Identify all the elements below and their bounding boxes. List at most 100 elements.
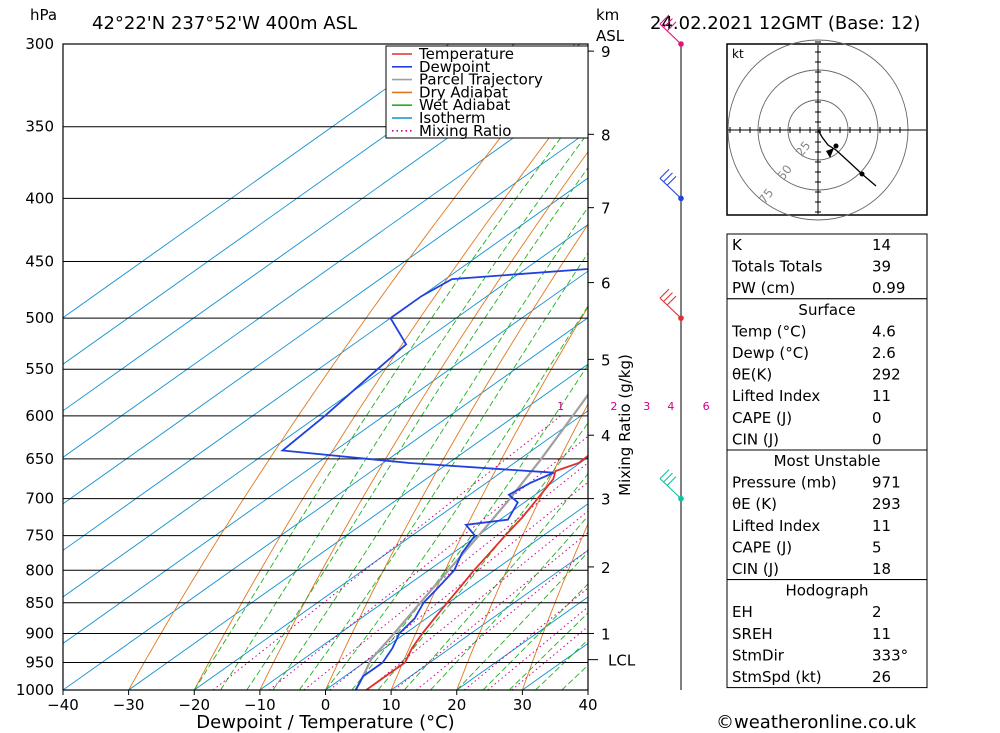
- x-tick-label: 0: [321, 696, 331, 714]
- surface-indices-row-value: 11: [872, 387, 891, 405]
- dry-adiabat-line: [193, 86, 588, 690]
- profile-lines: [280, 268, 588, 690]
- dry-adiabat-line: [521, 522, 588, 690]
- wind-barb-feather: [659, 288, 670, 299]
- wind-barb-feather: [666, 476, 677, 487]
- most-unstable-indices-title: Most Unstable: [774, 452, 881, 470]
- general-indices-row-value: 0.99: [872, 279, 905, 297]
- isotherm-line: [63, 44, 581, 412]
- location-title: 42°22'N 237°52'W 400m ASL: [92, 13, 357, 34]
- mixing-ratio-line: [366, 510, 588, 690]
- surface-indices-row-label: Lifted Index: [732, 387, 820, 405]
- surface-indices-row-value: 292: [872, 366, 901, 384]
- km-tick-label: 5: [601, 351, 611, 369]
- dewpoint-line: [280, 268, 588, 690]
- legend-label: Temperature: [418, 45, 514, 63]
- hodograph-indices-row-label: SREH: [732, 625, 773, 643]
- surface-indices-row-label: Dewp (°C): [732, 344, 809, 362]
- hodograph-indices-row-value: 26: [872, 668, 891, 686]
- x-tick-label: 30: [513, 696, 532, 714]
- indices-table: K 14 Totals Totals 39 PW (cm) 0.99 Surface Temp…: [726, 233, 928, 689]
- x-tick-label: −10: [244, 696, 276, 714]
- km-tick-label: 2: [601, 559, 611, 577]
- km-tick-label: 1: [601, 625, 611, 643]
- wind-barb-feather: [663, 472, 673, 483]
- isotherm-line: [325, 503, 588, 690]
- temperature-line: [365, 454, 588, 690]
- pressure-tick-label: 350: [25, 118, 54, 136]
- wet-adiabat-line: [220, 132, 588, 690]
- most-unstable-indices-row-value: 971: [872, 474, 901, 492]
- surface-indices-row-label: Temp (°C): [731, 322, 806, 340]
- pressure-tick-label: 1000: [16, 681, 54, 699]
- wind-barb-feather: [659, 469, 670, 480]
- pressure-tick-label: 900: [25, 624, 54, 642]
- km-unit-label: km: [596, 6, 619, 24]
- hodograph-indices-row-value: 11: [872, 625, 891, 643]
- hodograph-point: [833, 143, 839, 149]
- wind-barb-feather: [663, 292, 673, 302]
- dry-adiabat-line: [916, 0, 1000, 690]
- legend-box: [385, 45, 589, 139]
- hodograph-indices-title: Hodograph: [785, 582, 868, 600]
- general-indices-row-label: PW (cm): [732, 279, 795, 297]
- wind-barb-icon: [659, 469, 682, 500]
- wet-adiabat-line: [272, 206, 588, 690]
- pressure-tick-label: 300: [25, 35, 54, 53]
- temperature-axis: −40 −30 −20 −10 0 10 20 30 40 Dewpoint / Temperat…: [47, 690, 598, 733]
- hodograph-indices-row-label: StmDir: [732, 646, 785, 664]
- general-indices-box: [726, 233, 928, 300]
- isotherm-line: [390, 549, 588, 690]
- general-indices-row-label: K: [732, 236, 743, 254]
- mixing-ratio-label: 4: [667, 400, 674, 413]
- km-tick-label: 9: [601, 43, 611, 61]
- wet-adiabat-line: [325, 305, 588, 690]
- general-indices-row-value: 39: [872, 258, 891, 276]
- hodograph-indices-row-value: 333°: [872, 646, 908, 664]
- pressure-tick-label: 700: [25, 490, 54, 508]
- most-unstable-indices-row-label: θE (K): [732, 495, 777, 513]
- most-unstable-indices-row-value: 5: [872, 538, 882, 556]
- dry-adiabat-line: [259, 151, 588, 690]
- wet-adiabat-line: [508, 612, 588, 690]
- surface-indices-row-value: 2.6: [872, 344, 896, 362]
- hodograph-indices-row-value: 2: [872, 603, 882, 621]
- hodograph-indices-row-label: EH: [732, 603, 753, 621]
- surface-indices-row-value: 0: [872, 409, 882, 427]
- storm-motion-arrow-icon: [826, 148, 834, 158]
- most-unstable-indices-row-value: 18: [872, 560, 891, 578]
- mixing-ratio-label: 1: [557, 400, 564, 413]
- km-tick-label: 7: [601, 200, 611, 218]
- surface-indices-title: Surface: [798, 301, 855, 319]
- pressure-tick-label: 450: [25, 253, 54, 271]
- wet-adiabat-line: [430, 515, 588, 690]
- dry-adiabat-line: [128, 44, 576, 690]
- wind-barb-feather: [666, 175, 677, 186]
- dry-adiabat-line: [325, 223, 588, 690]
- wind-barb-feather: [659, 14, 670, 25]
- wet-adiabat-line: [298, 252, 588, 690]
- height-km-axis: 9 8 7 6 5 4 3 2 1 LCL: [588, 43, 636, 670]
- pressure-tick-label: 950: [25, 653, 54, 671]
- pressure-tick-label: 800: [25, 561, 54, 579]
- pressure-tick-label: 850: [25, 594, 54, 612]
- wind-barb-icon: [659, 288, 682, 319]
- mixing-ratio-axis-label: Mixing Ratio (g/kg): [616, 354, 634, 496]
- dry-adiabat-line: [982, 0, 1000, 690]
- legend-label: Mixing Ratio: [419, 122, 511, 140]
- surface-indices-row-label: CIN (J): [732, 430, 779, 448]
- wind-barb-icon: [659, 168, 682, 199]
- mixing-ratio-line: [268, 435, 588, 690]
- most-unstable-indices-row-value: 293: [872, 495, 901, 513]
- x-tick-label: −30: [113, 696, 145, 714]
- most-unstable-indices-row-label: Pressure (mb): [732, 474, 837, 492]
- general-indices-row-value: 14: [872, 236, 891, 254]
- copyright-footer: ©weatheronline.co.uk: [716, 712, 917, 733]
- legend-label: Wet Adiabat: [419, 96, 510, 114]
- surface-indices-box: [726, 298, 928, 451]
- most-unstable-indices-box: [726, 449, 928, 581]
- hpa-unit-label: hPa: [30, 6, 57, 24]
- mixing-ratio-line: [303, 462, 588, 690]
- x-tick-label: 10: [382, 696, 401, 714]
